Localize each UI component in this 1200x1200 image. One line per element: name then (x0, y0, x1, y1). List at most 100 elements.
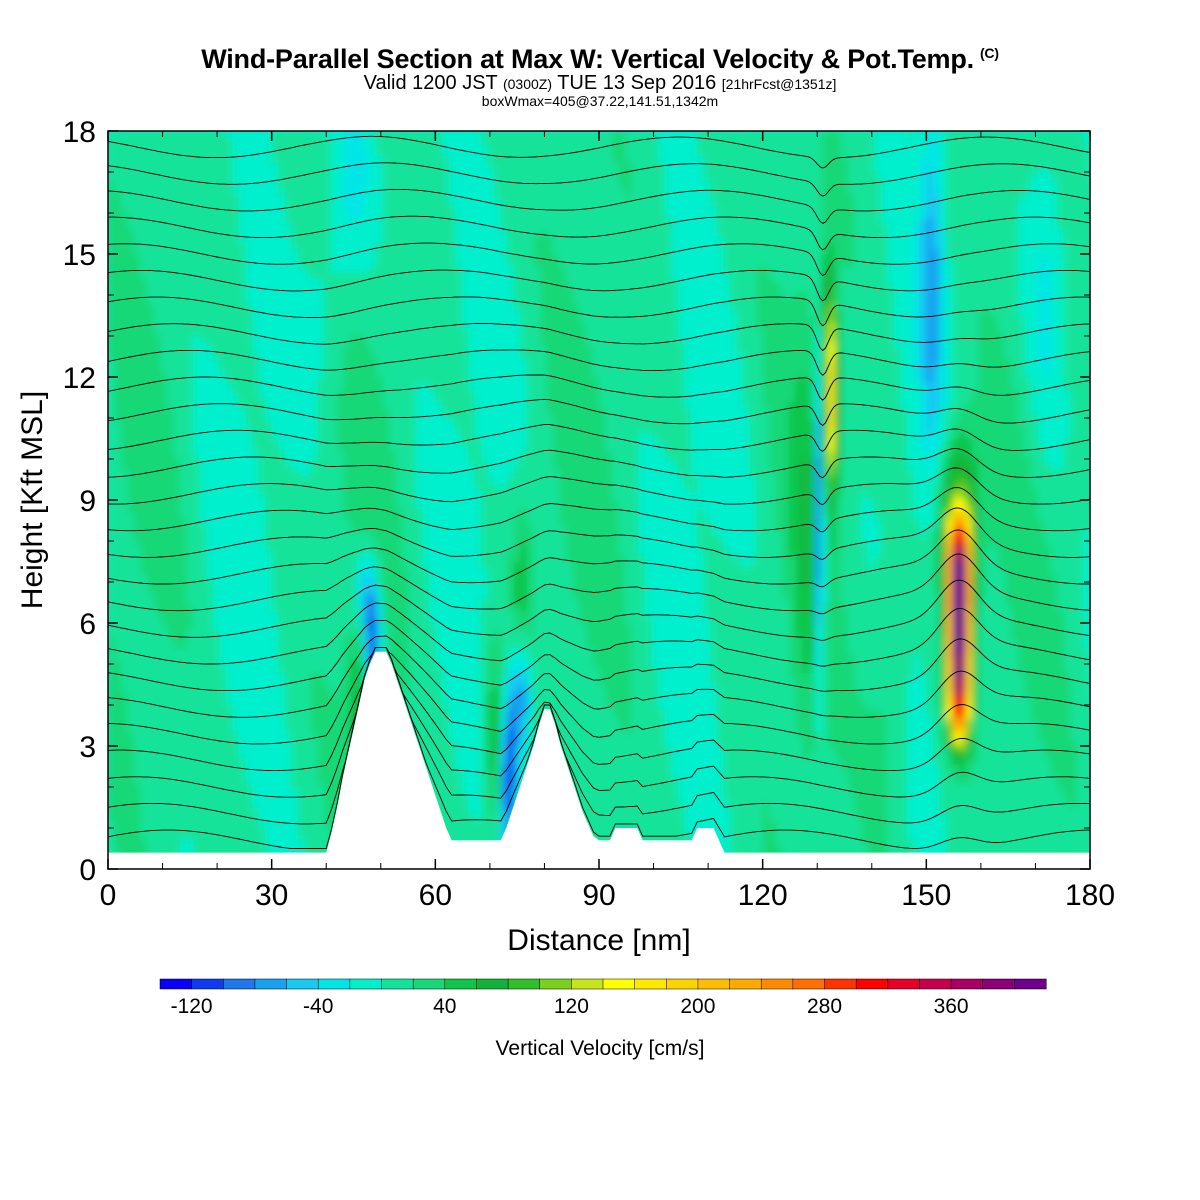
velocity-cell (180, 451, 187, 458)
velocity-cell (350, 445, 357, 452)
velocity-cell (193, 654, 200, 661)
velocity-cell (311, 512, 318, 519)
velocity-cell (363, 266, 370, 273)
velocity-cell (128, 586, 135, 593)
velocity-cell (252, 217, 259, 224)
velocity-cell (147, 223, 154, 230)
velocity-cell (278, 322, 285, 329)
velocity-cell (311, 568, 318, 575)
velocity-cell (108, 555, 115, 562)
velocity-cell (252, 832, 259, 839)
velocity-cell (141, 309, 148, 316)
velocity-cell (246, 229, 253, 236)
velocity-cell (187, 629, 194, 636)
velocity-cell (108, 592, 115, 599)
velocity-cell (318, 193, 325, 200)
velocity-cell (252, 512, 259, 519)
velocity-cell (128, 328, 135, 335)
velocity-cell (193, 494, 200, 501)
velocity-cell (304, 377, 311, 384)
velocity-cell (121, 156, 128, 163)
velocity-cell (265, 211, 272, 218)
velocity-cell (108, 838, 115, 845)
velocity-cell (226, 500, 233, 507)
velocity-cell (141, 432, 148, 439)
velocity-cell (128, 660, 135, 667)
velocity-cell (226, 389, 233, 396)
velocity-cell (285, 217, 292, 224)
velocity-cell (304, 131, 311, 138)
velocity-cell (200, 359, 207, 366)
velocity-cell (200, 531, 207, 538)
velocity-cell (304, 322, 311, 329)
velocity-cell (232, 242, 239, 249)
velocity-cell (344, 211, 351, 218)
velocity-cell (180, 359, 187, 366)
velocity-cell (318, 771, 325, 778)
velocity-cell (318, 758, 325, 765)
velocity-cell (291, 721, 298, 728)
velocity-cell (298, 789, 305, 796)
velocity-cell (324, 359, 331, 366)
velocity-cell (187, 771, 194, 778)
velocity-cell (160, 236, 167, 243)
velocity-cell (200, 309, 207, 316)
velocity-cell (206, 186, 213, 193)
velocity-cell (291, 598, 298, 605)
velocity-cell (370, 352, 377, 359)
velocity-cell (147, 285, 154, 292)
velocity-cell (232, 451, 239, 458)
velocity-cell (187, 365, 194, 372)
velocity-cell (350, 371, 357, 378)
velocity-cell (278, 728, 285, 735)
velocity-cell (160, 445, 167, 452)
velocity-cell (128, 734, 135, 741)
velocity-cell (298, 420, 305, 427)
velocity-cell (121, 242, 128, 249)
velocity-cell (141, 223, 148, 230)
velocity-cell (134, 562, 141, 569)
velocity-cell (147, 691, 154, 698)
velocity-cell (344, 635, 351, 642)
velocity-cell (272, 555, 279, 562)
velocity-cell (350, 623, 357, 630)
velocity-cell (115, 488, 122, 495)
velocity-cell (213, 617, 220, 624)
velocity-cell (304, 346, 311, 353)
velocity-cell (239, 359, 246, 366)
velocity-cell (265, 635, 272, 642)
velocity-cell (232, 611, 239, 618)
velocity-cell (213, 328, 220, 335)
velocity-cell (219, 801, 226, 808)
velocity-cell (298, 783, 305, 790)
velocity-cell (252, 223, 259, 230)
velocity-cell (180, 654, 187, 661)
velocity-cell (291, 826, 298, 833)
velocity-cell (363, 469, 370, 476)
velocity-cell (344, 285, 351, 292)
velocity-cell (147, 420, 154, 427)
velocity-cell (108, 488, 115, 495)
velocity-cell (324, 518, 331, 525)
velocity-cell (147, 229, 154, 236)
velocity-cell (370, 445, 377, 452)
velocity-cell (278, 180, 285, 187)
velocity-cell (304, 525, 311, 532)
velocity-cell (134, 463, 141, 470)
velocity-cell (350, 352, 357, 359)
velocity-cell (226, 439, 233, 446)
velocity-cell (180, 279, 187, 286)
velocity-cell (108, 260, 115, 267)
velocity-cell (213, 162, 220, 169)
velocity-cell (232, 605, 239, 612)
velocity-cell (232, 801, 239, 808)
velocity-cell (206, 605, 213, 612)
velocity-cell (147, 838, 154, 845)
velocity-cell (193, 395, 200, 402)
velocity-cell (121, 549, 128, 556)
velocity-cell (226, 395, 233, 402)
velocity-cell (337, 242, 344, 249)
velocity-cell (141, 229, 148, 236)
velocity-cell (311, 297, 318, 304)
velocity-cell (193, 137, 200, 144)
